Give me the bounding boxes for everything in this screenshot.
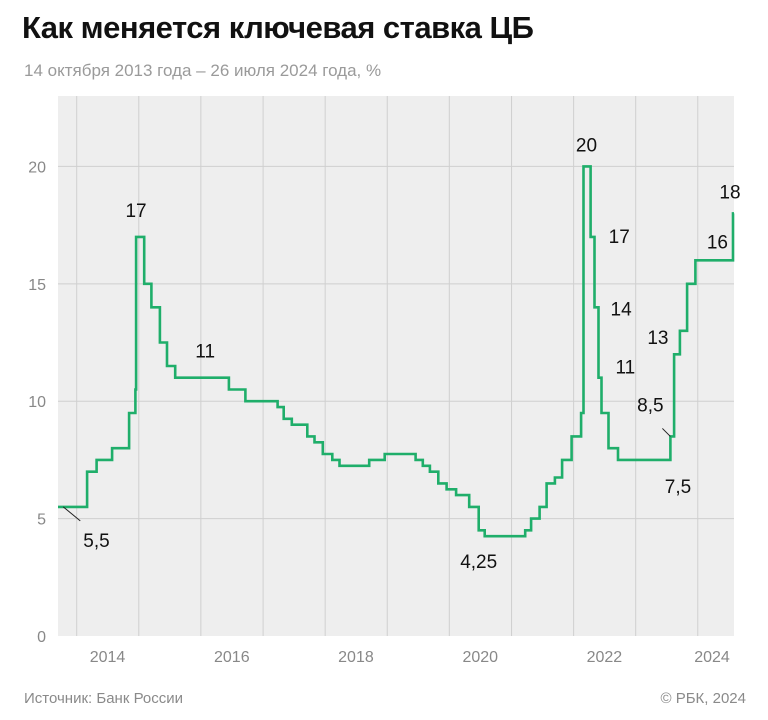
data-label: 16 [707,232,728,253]
source-note: Источник: Банк России [24,690,184,707]
y-tick-label: 20 [28,159,46,176]
data-label: 20 [576,135,597,156]
y-tick-label: 15 [28,277,46,294]
data-label: 13 [647,328,668,349]
x-tick-label: 2022 [587,649,623,666]
x-tick-label: 2024 [694,649,730,666]
y-tick-label: 5 [37,512,46,529]
data-label: 8,5 [637,395,663,416]
data-label: 14 [611,299,633,320]
page-subtitle: 14 октября 2013 года – 26 июля 2024 года… [24,61,382,80]
x-tick-label: 2014 [90,649,126,666]
data-label: 18 [719,182,740,203]
data-label: 17 [125,201,146,222]
data-label: 5,5 [83,531,109,552]
page-title: Как меняется ключевая ставка ЦБ [22,10,534,45]
copyright-note: © РБК, 2024 [660,690,746,707]
y-tick-label: 0 [37,629,46,646]
data-label: 17 [609,227,630,248]
y-tick-label: 10 [28,394,46,411]
x-tick-label: 2020 [462,649,498,666]
x-tick-label: 2016 [214,649,250,666]
annotation-leader [662,428,671,437]
data-label: 7,5 [665,477,691,498]
data-label: 11 [195,342,215,363]
annotation-leader [62,506,81,522]
x-tick-label: 2018 [338,649,374,666]
rate-line [58,165,735,538]
data-label: 4,25 [460,552,497,573]
data-label: 11 [615,358,635,379]
